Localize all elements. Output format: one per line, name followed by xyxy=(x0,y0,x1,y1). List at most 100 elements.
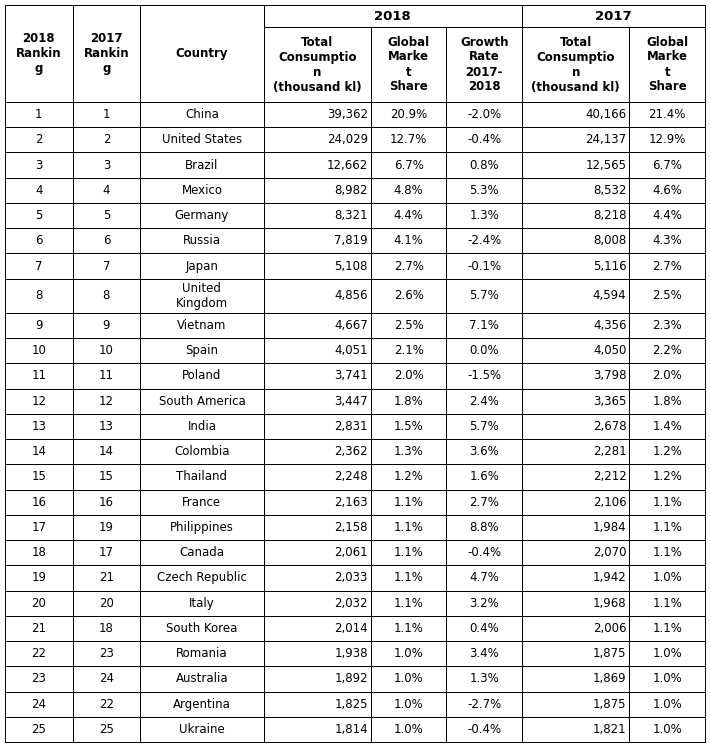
Text: 1.3%: 1.3% xyxy=(394,445,424,458)
Text: United
Kingdom: United Kingdom xyxy=(176,282,228,310)
Text: 3,365: 3,365 xyxy=(593,394,626,408)
Text: 2.1%: 2.1% xyxy=(394,344,424,357)
Text: South America: South America xyxy=(158,394,245,408)
Text: 1.0%: 1.0% xyxy=(652,672,682,686)
Text: 2.7%: 2.7% xyxy=(394,260,424,273)
Text: 1.8%: 1.8% xyxy=(652,394,682,408)
Text: 15: 15 xyxy=(31,471,46,483)
Text: 6.7%: 6.7% xyxy=(652,158,682,172)
Text: Spain: Spain xyxy=(185,344,219,357)
Text: Total
Consumptio
n
(thousand kl): Total Consumptio n (thousand kl) xyxy=(273,36,361,93)
Text: 1,875: 1,875 xyxy=(593,647,626,660)
Text: Romania: Romania xyxy=(176,647,228,660)
Text: 1.0%: 1.0% xyxy=(652,647,682,660)
Text: 1.1%: 1.1% xyxy=(652,622,682,635)
Text: -0.1%: -0.1% xyxy=(467,260,501,273)
Text: 1,938: 1,938 xyxy=(334,647,368,660)
Text: 13: 13 xyxy=(99,420,114,433)
Text: 2,831: 2,831 xyxy=(334,420,368,433)
Text: 7: 7 xyxy=(103,260,110,273)
Text: Philippines: Philippines xyxy=(170,521,234,534)
Text: 5.7%: 5.7% xyxy=(469,420,499,433)
Text: 12: 12 xyxy=(31,394,46,408)
Text: 1.1%: 1.1% xyxy=(394,622,424,635)
Text: 20: 20 xyxy=(99,597,114,610)
Text: 1.2%: 1.2% xyxy=(652,471,682,483)
Text: 19: 19 xyxy=(99,521,114,534)
Text: Australia: Australia xyxy=(175,672,228,686)
Text: Thailand: Thailand xyxy=(176,471,227,483)
Text: 2,212: 2,212 xyxy=(593,471,626,483)
Text: Colombia: Colombia xyxy=(174,445,229,458)
Text: Russia: Russia xyxy=(183,235,221,247)
Text: 4.1%: 4.1% xyxy=(394,235,424,247)
Text: 2017
Rankin
g: 2017 Rankin g xyxy=(84,32,129,75)
Text: Ukraine: Ukraine xyxy=(179,723,225,736)
Text: 2.0%: 2.0% xyxy=(394,370,424,382)
Text: 1,892: 1,892 xyxy=(334,672,368,686)
Text: 4: 4 xyxy=(35,184,43,197)
Text: 12: 12 xyxy=(99,394,114,408)
Text: 24,029: 24,029 xyxy=(327,134,368,146)
Text: 1.2%: 1.2% xyxy=(394,471,424,483)
Text: 12.7%: 12.7% xyxy=(390,134,427,146)
Text: 2.4%: 2.4% xyxy=(469,394,499,408)
Text: 4.6%: 4.6% xyxy=(652,184,682,197)
Text: 2,281: 2,281 xyxy=(593,445,626,458)
Text: 3.2%: 3.2% xyxy=(469,597,499,610)
Text: 1.0%: 1.0% xyxy=(652,723,682,736)
Text: -2.7%: -2.7% xyxy=(467,698,501,710)
Text: 1.1%: 1.1% xyxy=(652,546,682,560)
Text: 12.9%: 12.9% xyxy=(648,134,686,146)
Text: 0.0%: 0.0% xyxy=(469,344,499,357)
Text: 12,662: 12,662 xyxy=(327,158,368,172)
Text: Japan: Japan xyxy=(185,260,218,273)
Text: 10: 10 xyxy=(31,344,46,357)
Text: 24: 24 xyxy=(99,672,114,686)
Text: 1.1%: 1.1% xyxy=(394,597,424,610)
Text: Total
Consumptio
n
(thousand kl): Total Consumptio n (thousand kl) xyxy=(531,36,620,93)
Text: 25: 25 xyxy=(31,723,46,736)
Text: 1.1%: 1.1% xyxy=(394,571,424,584)
Text: 8,321: 8,321 xyxy=(334,209,368,222)
Text: 1,821: 1,821 xyxy=(593,723,626,736)
Text: Vietnam: Vietnam xyxy=(178,319,226,332)
Text: 1.0%: 1.0% xyxy=(394,672,424,686)
Text: 8: 8 xyxy=(35,289,43,303)
Text: -2.4%: -2.4% xyxy=(467,235,501,247)
Text: 2.5%: 2.5% xyxy=(394,319,424,332)
Text: 1.1%: 1.1% xyxy=(394,546,424,560)
Text: 8,008: 8,008 xyxy=(593,235,626,247)
Text: 4,856: 4,856 xyxy=(334,289,368,303)
Text: 5,108: 5,108 xyxy=(334,260,368,273)
Text: 40,166: 40,166 xyxy=(585,108,626,121)
Text: 24,137: 24,137 xyxy=(585,134,626,146)
Text: 9: 9 xyxy=(103,319,110,332)
Text: 22: 22 xyxy=(99,698,114,710)
Text: 1.3%: 1.3% xyxy=(469,672,499,686)
Text: 1.1%: 1.1% xyxy=(394,521,424,534)
Text: 4,051: 4,051 xyxy=(334,344,368,357)
Text: 5: 5 xyxy=(35,209,43,222)
Text: 18: 18 xyxy=(31,546,46,560)
Text: India: India xyxy=(187,420,217,433)
Text: 2,248: 2,248 xyxy=(334,471,368,483)
Text: 1.1%: 1.1% xyxy=(652,521,682,534)
Text: 5.3%: 5.3% xyxy=(469,184,499,197)
Text: 1,984: 1,984 xyxy=(593,521,626,534)
Text: 17: 17 xyxy=(31,521,46,534)
Text: 11: 11 xyxy=(31,370,46,382)
Text: 4.3%: 4.3% xyxy=(652,235,682,247)
Text: 3: 3 xyxy=(103,158,110,172)
Text: 14: 14 xyxy=(31,445,46,458)
Text: Global
Marke
t
Share: Global Marke t Share xyxy=(388,36,430,93)
Text: 4.4%: 4.4% xyxy=(652,209,682,222)
Text: South Korea: South Korea xyxy=(166,622,238,635)
Text: 25: 25 xyxy=(99,723,114,736)
Text: 7,819: 7,819 xyxy=(334,235,368,247)
Text: 1: 1 xyxy=(103,108,110,121)
Text: 10: 10 xyxy=(99,344,114,357)
Text: 23: 23 xyxy=(31,672,46,686)
Text: 21.4%: 21.4% xyxy=(648,108,686,121)
Text: 7: 7 xyxy=(35,260,43,273)
